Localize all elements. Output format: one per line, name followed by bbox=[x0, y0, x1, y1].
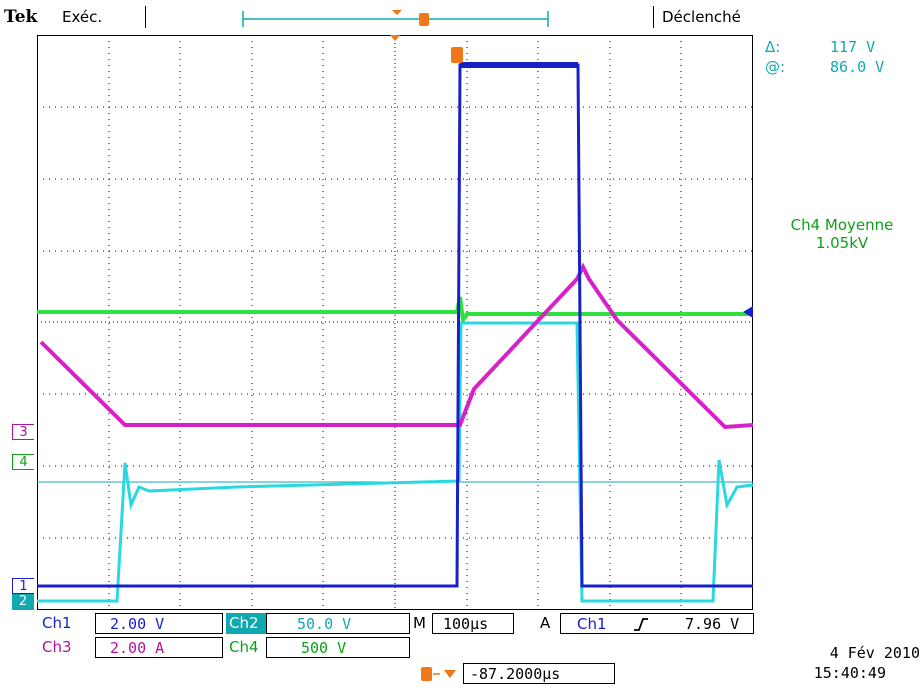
divider bbox=[145, 6, 146, 28]
ch3-marker[interactable]: 3 bbox=[12, 424, 34, 440]
date: 4 Fév 2010 bbox=[829, 644, 920, 662]
ch2-scale[interactable]: 50.0 V bbox=[266, 613, 410, 634]
trigger-mode[interactable]: A bbox=[540, 614, 551, 632]
ch1-label[interactable]: Ch1 bbox=[42, 614, 72, 632]
ch3-scale[interactable]: 2.00 A bbox=[95, 637, 223, 658]
trigger-marker-icon bbox=[451, 47, 463, 63]
graticule-axes bbox=[37, 35, 753, 610]
ch1-marker[interactable]: 1 bbox=[12, 578, 34, 594]
trigger-status: Déclenché bbox=[662, 8, 741, 26]
ch2-marker[interactable]: 2 bbox=[12, 594, 34, 610]
trigger-source: Ch1 bbox=[577, 615, 607, 633]
trigger-level: 7.96 V bbox=[685, 615, 740, 633]
trigger-settings-box[interactable]: Ch1 7.96 V bbox=[560, 613, 754, 634]
trigger-level-icon bbox=[743, 306, 753, 318]
rising-edge-icon bbox=[634, 618, 648, 631]
ch4-trace bbox=[37, 296, 753, 326]
ch1-scale[interactable]: 2.00 V bbox=[95, 613, 223, 634]
measurement-value: 1.05kV bbox=[815, 234, 869, 252]
cursor-delta-value: 117 V bbox=[830, 38, 876, 56]
cursor-at-value: 86.0 V bbox=[830, 58, 885, 76]
cursor-delta-label: Δ: bbox=[765, 38, 781, 56]
cursor-at-label: @: bbox=[765, 58, 786, 76]
trigger-offset-icon bbox=[421, 667, 456, 681]
waveform-display[interactable] bbox=[37, 35, 753, 610]
record-position-bar bbox=[242, 10, 549, 27]
trigger-position[interactable]: -87.2000µs bbox=[463, 663, 615, 684]
ch2-trace bbox=[37, 321, 753, 603]
timebase-value[interactable]: 100µs bbox=[432, 613, 514, 634]
ch2-label[interactable]: Ch2 bbox=[226, 613, 266, 634]
ch4-scale[interactable]: 500 V bbox=[266, 637, 410, 658]
run-state: Exéc. bbox=[62, 8, 103, 26]
timebase-label[interactable]: M bbox=[413, 614, 426, 632]
trigger-position-icon bbox=[390, 35, 400, 41]
time: 15:40:49 bbox=[813, 664, 886, 682]
ch4-marker[interactable]: 4 bbox=[12, 454, 34, 470]
ch4-label[interactable]: Ch4 bbox=[229, 638, 259, 656]
brand-logo: Tek bbox=[4, 7, 38, 27]
ch3-label[interactable]: Ch3 bbox=[42, 638, 72, 656]
divider bbox=[653, 6, 654, 28]
measurement-title: Ch4 Moyenne bbox=[790, 216, 894, 234]
